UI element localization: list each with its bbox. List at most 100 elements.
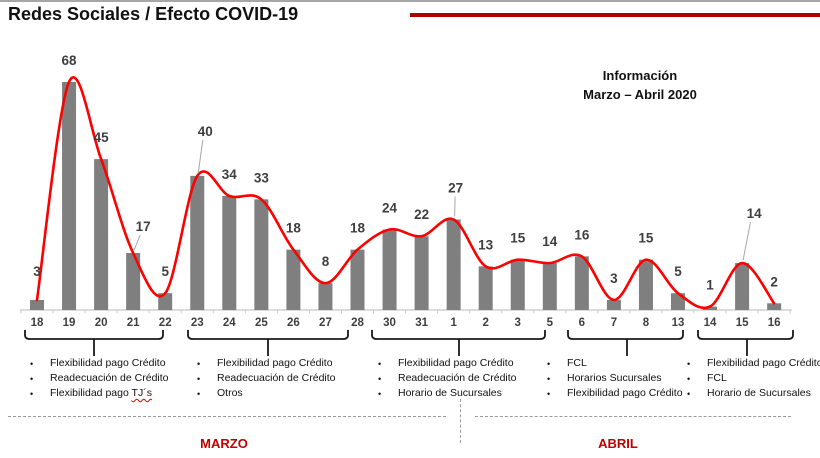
data-label: 27 [448, 180, 463, 195]
bullet-icon: • [30, 359, 34, 369]
annotation-list-4: • FCL • Horarios Sucursales • Flexibilidad pa… [543, 357, 721, 402]
data-label: 15 [638, 231, 654, 246]
bracket [371, 330, 546, 356]
x-axis-label: 25 [255, 317, 268, 329]
annotation-item: • Readecuación de Crédito [193, 372, 371, 386]
annotation-item: • Otros [193, 387, 371, 401]
data-label: 45 [94, 130, 110, 145]
x-axis-label: 28 [351, 317, 364, 329]
abril-dashed-line [475, 416, 791, 417]
bullet-icon: • [30, 389, 34, 399]
annotation-text: Readecuación de Crédito [217, 372, 336, 384]
x-axis-label: 14 [704, 317, 717, 329]
data-label: 3 [610, 271, 618, 286]
month-divider-dashed-line [460, 399, 461, 443]
annotation-item: • Flexibilidad pago TJ´s [26, 387, 204, 401]
annotation-text: Flexibilidad pago Crédito [398, 357, 514, 369]
annotation-item: • Readecuación de Crédito [26, 372, 204, 386]
bar [318, 283, 333, 310]
data-label: 15 [510, 231, 526, 246]
data-label: 2 [770, 274, 778, 289]
annotation-text: FCL [567, 357, 587, 369]
annotation-text: Horario de Sucursales [707, 387, 811, 399]
red-accent-line [410, 13, 820, 17]
data-label: 34 [222, 167, 238, 182]
bullet-icon: • [197, 359, 201, 369]
annotation-item: • Horarios Sucursales [543, 372, 721, 386]
annotation-item: • Horario de Sucursales [683, 387, 820, 401]
x-axis-label: 15 [736, 317, 749, 329]
bar [126, 252, 141, 310]
bar [510, 259, 525, 310]
x-axis-label: 24 [223, 317, 236, 329]
bullet-icon: • [687, 359, 691, 369]
x-axis-label: 2 [482, 317, 488, 329]
data-label: 16 [574, 227, 590, 242]
annotation-text: Otros [217, 387, 243, 399]
annotation-text: Readecuación de Crédito [50, 372, 169, 384]
annotation-item: • FCL [683, 372, 820, 386]
marzo-dashed-line [8, 416, 446, 417]
bar [254, 199, 269, 310]
annotation-item: • Flexibilidad pago Crédito [374, 357, 552, 371]
annotation-list-3: • Flexibilidad pago Crédito • Readecuación … [374, 357, 552, 402]
bar [350, 249, 365, 310]
marzo-label: MARZO [200, 436, 248, 451]
data-label: 14 [747, 206, 763, 221]
data-label: 22 [414, 207, 429, 222]
annotation-text: Flexibilidad pago TJ´s [50, 387, 152, 399]
annotation-text: Horario de Sucursales [398, 387, 502, 399]
bullet-icon: • [687, 374, 691, 384]
x-axis-label: 1 [450, 317, 457, 329]
data-label: 1 [706, 278, 714, 293]
data-label: 13 [478, 237, 494, 252]
bullet-icon: • [547, 389, 551, 399]
bullet-icon: • [30, 374, 34, 384]
data-label: 24 [382, 201, 398, 216]
bar [606, 299, 621, 310]
annotation-list-2: • Flexibilidad pago Crédito • Readecuación … [193, 357, 371, 402]
bar [446, 219, 461, 310]
data-label: 18 [286, 221, 302, 236]
label-leader-line [197, 139, 204, 173]
data-label: 40 [198, 124, 213, 139]
x-axis-label: 8 [643, 317, 650, 329]
bar [382, 229, 397, 310]
data-label: 3 [33, 264, 41, 279]
bar [94, 159, 109, 310]
bullet-icon: • [197, 389, 201, 399]
bracket [697, 330, 794, 356]
page-title: Redes Sociales / Efecto COVID-19 [8, 4, 299, 24]
data-label: 5 [161, 264, 169, 279]
annotation-text: Flexibilidad pago Crédito [707, 357, 820, 369]
bar [222, 195, 237, 310]
x-axis-label: 16 [768, 317, 781, 329]
misspelled-word: TJ´s [131, 387, 152, 399]
data-label: 18 [350, 221, 366, 236]
bar [574, 256, 589, 310]
data-label: 14 [542, 234, 558, 249]
x-axis-label: 22 [159, 317, 172, 329]
x-axis-label: 26 [287, 317, 300, 329]
bullet-icon: • [378, 389, 382, 399]
bar [62, 81, 77, 310]
bar [158, 293, 173, 310]
bar [478, 266, 493, 310]
bullet-icon: • [687, 389, 691, 399]
bullet-icon: • [547, 374, 551, 384]
bar [286, 249, 301, 310]
x-axis-label: 5 [547, 317, 554, 329]
label-leader-line [742, 221, 751, 261]
annotation-text: Flexibilidad pago Crédito [50, 357, 166, 369]
bar [735, 263, 750, 310]
x-axis-label: 3 [515, 317, 521, 329]
data-label: 8 [322, 254, 330, 269]
annotation-text: Flexibilidad pago Crédito [217, 357, 333, 369]
x-axis-label: 19 [63, 317, 76, 329]
data-label: 33 [254, 170, 270, 185]
bullet-icon: • [378, 359, 382, 369]
bullet-icon: • [197, 374, 201, 384]
bracket [24, 330, 164, 356]
annotation-item: • Flexibilidad pago Crédito [683, 357, 820, 371]
info-line-2: Marzo – Abril 2020 [583, 87, 697, 102]
